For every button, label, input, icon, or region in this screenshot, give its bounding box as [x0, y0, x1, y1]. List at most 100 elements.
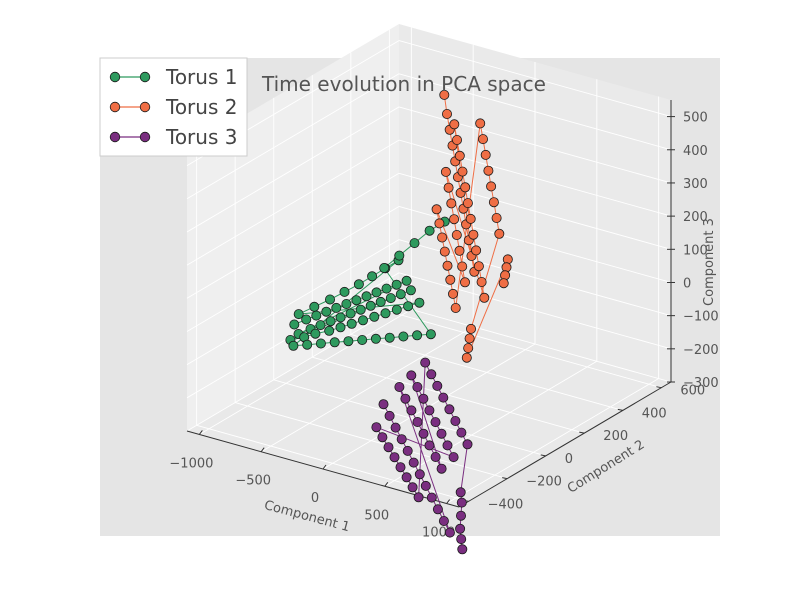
data-point [321, 306, 332, 317]
data-point [343, 336, 354, 347]
data-point [448, 452, 459, 463]
z-tick-label: 400 [683, 144, 708, 159]
data-point [426, 369, 437, 380]
data-point [491, 212, 502, 223]
data-point [310, 328, 321, 339]
z-gridline [398, 40, 672, 118]
y-tick-label: −200 [526, 475, 562, 490]
data-point [420, 357, 431, 368]
y-tick [502, 477, 508, 480]
legend: Torus 1 Torus 2 Torus 3 [99, 57, 248, 157]
data-point [384, 332, 395, 343]
data-point [315, 320, 326, 331]
data-point [462, 198, 473, 209]
data-point [369, 311, 380, 322]
y-tick [540, 454, 546, 457]
data-point [446, 198, 457, 209]
data-point [301, 314, 312, 325]
data-point [454, 245, 465, 256]
data-point [378, 399, 389, 410]
data-point [345, 308, 356, 319]
data-point [414, 469, 425, 480]
x-tick-label: −1000 [169, 457, 213, 472]
data-point [486, 181, 497, 192]
data-point [383, 442, 394, 453]
legend-marker [109, 131, 121, 143]
z-gridline [398, 106, 672, 184]
y-tick [656, 386, 662, 389]
data-point [357, 315, 368, 326]
data-point [398, 331, 409, 342]
data-point [309, 301, 320, 312]
y-gridline [235, 402, 508, 480]
x-tick [446, 499, 451, 504]
x-tick [260, 447, 265, 453]
data-point [439, 246, 450, 257]
series-2 [431, 89, 513, 363]
data-point [381, 283, 392, 294]
data-point [457, 166, 468, 177]
y-axis-line [458, 381, 672, 508]
data-point [464, 333, 475, 344]
legend-item: Torus 2 [109, 95, 237, 119]
x-gridline [199, 309, 412, 435]
legend-item: Torus 1 [109, 65, 237, 89]
data-point [412, 330, 423, 341]
data-point [477, 134, 488, 145]
data-point [401, 275, 412, 286]
data-point [457, 544, 468, 555]
data-point [357, 334, 368, 345]
data-point [325, 316, 336, 327]
data-point [444, 404, 455, 415]
z-gridline [186, 239, 400, 366]
data-point [395, 289, 406, 300]
data-point [365, 300, 376, 311]
data-marks [285, 89, 513, 555]
x-gridline [446, 378, 659, 504]
data-point [436, 463, 447, 474]
data-point [426, 492, 437, 503]
legend-marker [139, 101, 151, 113]
legend-label: Torus 3 [165, 125, 237, 149]
data-point [425, 329, 436, 340]
data-point [443, 182, 454, 193]
data-point [462, 439, 473, 450]
data-point [451, 134, 462, 145]
data-point [401, 472, 412, 483]
data-point [331, 302, 342, 313]
data-point [420, 480, 431, 491]
data-point [445, 274, 456, 285]
y-tick-label: 600 [680, 384, 705, 399]
data-point [339, 286, 350, 297]
z-gridline [398, 139, 672, 217]
data-point [302, 339, 313, 350]
data-point [293, 309, 304, 320]
data-point [442, 260, 453, 271]
z-gridline [186, 73, 400, 200]
data-point [436, 428, 447, 439]
z-gridline [186, 139, 400, 266]
z-gridline [398, 73, 672, 151]
z-tick-label: 200 [683, 210, 708, 225]
z-gridline [186, 206, 400, 332]
data-point [431, 204, 442, 215]
chart-title: Time evolution in PCA space [261, 72, 546, 96]
z-gridline [398, 272, 672, 350]
series-1 [285, 216, 450, 351]
axes: −1000−50005001000−400−2000200400600−300−… [169, 100, 719, 541]
data-point [438, 392, 449, 403]
data-point [424, 225, 435, 236]
data-point [400, 393, 411, 404]
data-point [456, 497, 467, 508]
z-tick-label: −100 [683, 310, 719, 325]
data-point [390, 422, 401, 433]
data-point [468, 229, 479, 240]
data-point [371, 287, 382, 298]
data-point [483, 165, 494, 176]
data-point [379, 262, 390, 273]
data-point [335, 322, 346, 333]
y-tick-label: 200 [603, 429, 628, 444]
data-point [385, 293, 396, 304]
data-point [461, 352, 472, 363]
x-tick-label: −500 [235, 474, 271, 489]
